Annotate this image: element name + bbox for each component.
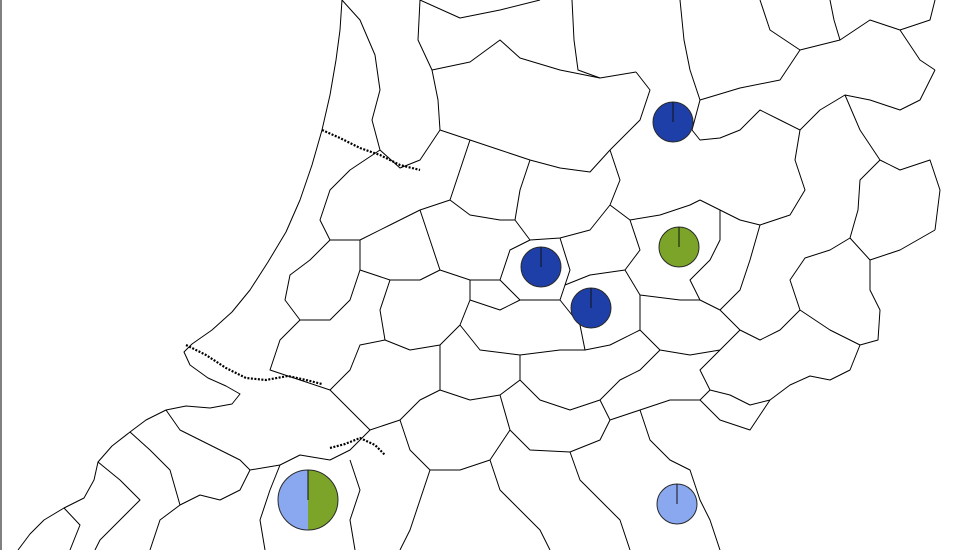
pie-marker-south-east-site[interactable] <box>656 483 698 525</box>
border-south-4 <box>499 394 611 453</box>
border-center-3 <box>449 139 515 221</box>
river-estuary <box>329 436 386 456</box>
municipal-borders <box>17 0 941 550</box>
pie-slice-green <box>308 470 338 530</box>
border-south-19 <box>259 464 281 550</box>
pie-marker-central-south-site[interactable] <box>570 287 612 329</box>
border-east-1 <box>691 69 936 141</box>
border-east-3 <box>849 159 936 261</box>
border-south-15 <box>165 409 251 471</box>
border-north-5 <box>439 71 651 173</box>
border-north-2 <box>419 0 541 19</box>
border-south-12 <box>699 399 771 431</box>
border-south-17 <box>94 461 141 550</box>
border-south-10 <box>569 451 631 550</box>
border-south-16 <box>129 431 181 506</box>
pie-marker-central-east-site[interactable] <box>658 226 700 268</box>
border-east-6 <box>689 210 761 311</box>
border-center-8 <box>639 329 721 356</box>
border-east-7 <box>719 309 801 341</box>
border-west-5 <box>379 279 471 351</box>
border-south-14 <box>149 469 251 550</box>
border-center-4 <box>624 219 700 301</box>
coastline <box>17 0 343 550</box>
border-west-7 <box>469 299 521 311</box>
river-north <box>321 128 421 172</box>
pie-marker-central-west-site[interactable] <box>520 246 562 288</box>
border-center-2 <box>514 159 611 241</box>
border-south-1 <box>329 345 441 431</box>
border-south-9 <box>489 459 551 550</box>
border-east-8 <box>699 329 861 406</box>
border-north-9 <box>829 0 841 41</box>
pie-markers <box>277 101 700 531</box>
border-south-18 <box>63 507 81 550</box>
rivers <box>185 128 421 456</box>
border-south-13 <box>349 459 361 550</box>
border-north-4 <box>571 0 601 79</box>
border-west-3 <box>419 209 500 281</box>
border-north-10 <box>899 29 936 71</box>
border-south-5 <box>609 389 711 421</box>
border-south-6 <box>399 419 511 471</box>
border-center-1 <box>609 149 701 221</box>
border-north-6 <box>679 0 701 131</box>
border-west-4 <box>359 269 441 281</box>
border-east-5 <box>789 237 881 346</box>
border-north-1 <box>341 0 441 169</box>
border-west-8 <box>459 324 585 356</box>
border-south-8 <box>399 469 431 550</box>
border-south-7 <box>249 429 371 471</box>
border-north-3 <box>431 39 637 79</box>
border-north-7 <box>759 0 936 51</box>
border-east-2 <box>844 94 941 231</box>
border-north-8 <box>699 49 801 101</box>
pie-slice-light_blue <box>278 470 308 530</box>
border-center-6 <box>499 239 566 301</box>
border-west-6 <box>269 319 386 391</box>
border-south-11 <box>639 409 721 550</box>
border-west-1 <box>319 149 451 241</box>
border-south-3 <box>519 349 661 411</box>
river-south <box>185 344 323 386</box>
pie-marker-south-west-site[interactable] <box>277 469 339 531</box>
border-center-5 <box>559 237 626 286</box>
border-east-4 <box>699 129 806 226</box>
border-south-2 <box>439 355 521 401</box>
pie-marker-north-east-site[interactable] <box>652 101 694 143</box>
border-west-2 <box>284 239 361 321</box>
